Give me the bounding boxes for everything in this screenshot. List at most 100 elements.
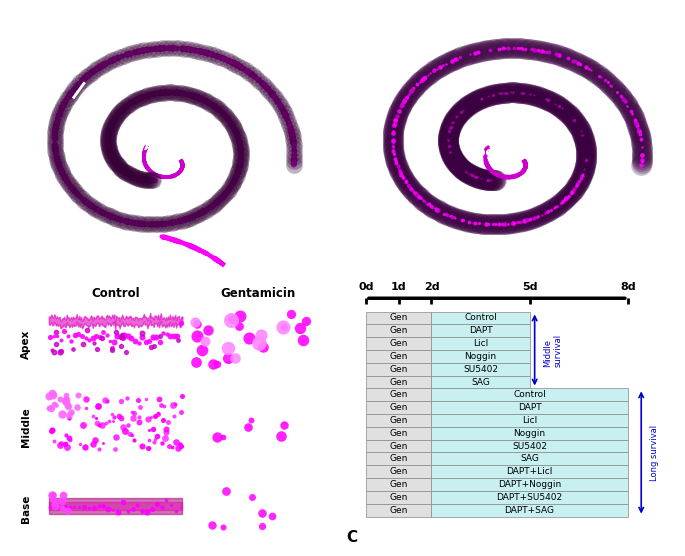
Text: B3: B3 [192, 537, 208, 547]
Bar [432, 478, 627, 491]
Text: Middle: Middle [21, 407, 31, 446]
Text: Base: Base [21, 495, 31, 523]
Text: A3: A3 [50, 537, 66, 547]
Text: Gen: Gen [390, 441, 408, 450]
Bar [353, 136, 412, 161]
Text: 2d: 2d [423, 281, 439, 291]
Text: Mid: Mid [242, 34, 264, 44]
Text: DAPT: DAPT [469, 326, 493, 335]
Text: Base: Base [406, 254, 436, 264]
Bar [366, 311, 432, 324]
Bar [366, 401, 432, 414]
Text: Gen: Gen [390, 378, 408, 386]
Text: Control: Control [91, 287, 140, 300]
Text: SAG: SAG [471, 378, 490, 386]
Text: DAPT+Noggin: DAPT+Noggin [498, 480, 561, 489]
Bar [366, 478, 432, 491]
Text: Licl: Licl [522, 416, 537, 425]
Text: A2: A2 [50, 454, 66, 464]
Bar [432, 389, 627, 401]
Bar [366, 440, 432, 453]
Text: Middle
survival: Middle survival [543, 334, 562, 366]
Text: Gen: Gen [390, 467, 408, 476]
Bar [432, 491, 627, 504]
Text: 8d: 8d [620, 281, 636, 291]
Text: Gen: Gen [390, 352, 408, 361]
Bar [366, 337, 432, 350]
Text: Gent: Gent [353, 9, 385, 23]
Text: Long survival: Long survival [649, 424, 658, 480]
Text: Gen: Gen [390, 480, 408, 489]
Text: 0d: 0d [358, 281, 374, 291]
Text: Apex: Apex [21, 330, 31, 359]
Text: Control: Control [60, 9, 109, 23]
Text: B1: B1 [192, 371, 208, 381]
Text: Mid: Mid [580, 39, 603, 49]
Bar [432, 363, 530, 376]
Bar [366, 324, 432, 337]
Text: 5d: 5d [522, 281, 537, 291]
Text: Gen: Gen [390, 429, 408, 438]
Text: DAPT: DAPT [518, 403, 541, 412]
Bar [432, 440, 627, 453]
Bar [432, 324, 530, 337]
Bar [432, 337, 530, 350]
Bar [432, 350, 530, 363]
Bar [191, 42, 255, 64]
Bar [40, 145, 97, 167]
Text: (+DMEM 3 d): (+DMEM 3 d) [134, 9, 206, 19]
Text: B2: B2 [192, 454, 208, 464]
Text: Gen: Gen [390, 454, 408, 463]
Text: Gen: Gen [390, 339, 408, 348]
Bar [545, 186, 590, 220]
Text: Noggin: Noggin [464, 352, 497, 361]
Bar [432, 376, 530, 389]
Text: A: A [10, 252, 22, 267]
Text: Control: Control [464, 314, 497, 322]
Bar [366, 427, 432, 440]
Text: Apex: Apex [469, 146, 503, 158]
Bar [432, 504, 627, 517]
Bar [432, 453, 627, 465]
Text: 1d: 1d [391, 281, 406, 291]
Bar [366, 363, 432, 376]
Bar [161, 211, 205, 236]
Text: SAG: SAG [520, 454, 539, 463]
Text: Control: Control [513, 390, 546, 399]
Text: Noggin: Noggin [514, 429, 546, 438]
Text: SU5402: SU5402 [463, 365, 498, 374]
Bar [432, 401, 627, 414]
Bar [366, 414, 432, 427]
Text: DAPT+Licl: DAPT+Licl [506, 467, 553, 476]
Text: Gen: Gen [390, 493, 408, 502]
Text: Base: Base [74, 245, 104, 255]
Text: Gen: Gen [390, 505, 408, 515]
Bar [432, 414, 627, 427]
Text: Gen: Gen [390, 403, 408, 412]
Text: C: C [346, 530, 357, 545]
Bar [366, 389, 432, 401]
Bar [432, 465, 627, 478]
Bar [366, 376, 432, 389]
Text: Gen: Gen [390, 416, 408, 425]
Text: B: B [346, 252, 358, 267]
Bar [489, 25, 552, 47]
Text: A1: A1 [50, 371, 66, 381]
Text: Gen: Gen [390, 365, 408, 374]
Bar [366, 504, 432, 517]
Bar [366, 465, 432, 478]
Bar [432, 311, 530, 324]
Text: DAPT+SAG: DAPT+SAG [505, 505, 555, 515]
Text: (+Gent 2d, without Gent 1d): (+Gent 2d, without Gent 1d) [395, 9, 548, 19]
Text: Gentamicin: Gentamicin [220, 287, 295, 300]
Text: Apex: Apex [145, 140, 179, 153]
Bar [432, 427, 627, 440]
Bar [366, 491, 432, 504]
Bar [366, 350, 432, 363]
Text: Gen: Gen [390, 390, 408, 399]
Bar [366, 453, 432, 465]
Text: Gen: Gen [390, 326, 408, 335]
Text: DAPT+SU5402: DAPT+SU5402 [497, 493, 562, 502]
Text: SU5402: SU5402 [512, 441, 547, 450]
Text: Gen: Gen [390, 314, 408, 322]
